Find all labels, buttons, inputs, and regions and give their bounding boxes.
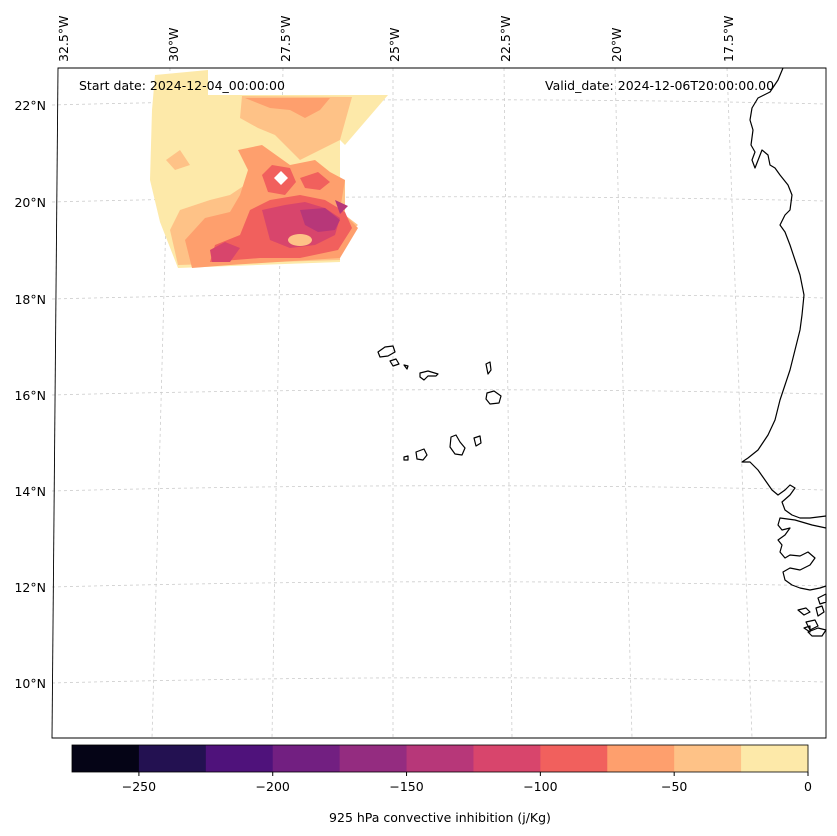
- cin-contour-field: [150, 70, 388, 268]
- meridian-27-5w: [271, 67, 284, 739]
- colorbar-tick-label: −100: [523, 779, 557, 794]
- sal-island: [485, 361, 492, 375]
- colorbar-swatch: [741, 745, 809, 772]
- lon-label: 17.5°W: [721, 16, 736, 62]
- colorbar-frame: [71, 744, 809, 773]
- colorbar-tick-label: −150: [389, 779, 423, 794]
- colorbar-label: 925 hPa convective inhibition (j/Kg): [329, 810, 551, 825]
- colorbar-tick-label: −200: [256, 779, 290, 794]
- meridian-17-5w: [726, 67, 753, 739]
- contour-band-125-to-150: [300, 200, 348, 232]
- santa-luzia-island: [403, 364, 409, 370]
- parallel-16n: [51, 389, 827, 396]
- lat-label: 20°N: [14, 195, 46, 210]
- lat-label: 12°N: [14, 580, 46, 595]
- africa-coastline: [741, 67, 827, 519]
- fogo-island: [415, 448, 428, 461]
- colorbar-swatch: [607, 745, 675, 772]
- lat-label: 14°N: [14, 484, 46, 499]
- parallel-10n: [51, 677, 827, 684]
- santiago-island: [449, 434, 466, 456]
- sao-nicolau-island: [419, 370, 439, 381]
- colorbar-tick-label: −50: [661, 779, 687, 794]
- boa-vista-island: [485, 390, 502, 405]
- brava-island: [403, 455, 409, 461]
- lat-label: 22°N: [14, 98, 46, 113]
- contour-local-max: [288, 234, 312, 246]
- parallel-18n: [51, 293, 827, 300]
- colorbar-swatch: [406, 745, 474, 772]
- lon-label: 20°W: [609, 27, 624, 62]
- colorbar-tick-label: 0: [804, 779, 812, 794]
- meridian-22-5w: [503, 67, 513, 739]
- meridian-30w: [151, 67, 171, 739]
- colorbar-swatch: [339, 745, 408, 772]
- colorbar-swatch: [205, 745, 274, 772]
- colorbar-swatch: [138, 745, 207, 772]
- lat-label: 18°N: [14, 292, 46, 307]
- colorbar-ticks: −250 −200 −150 −100 −50 0: [122, 772, 812, 794]
- longitude-labels: 32.5°W 30°W 27.5°W 25°W 22.5°W 20°W 17.5…: [56, 16, 736, 62]
- valid-date-label: Valid_date: 2024-12-06T20:00:00.00: [545, 78, 774, 93]
- meridian-20w: [614, 67, 633, 739]
- lat-label: 16°N: [14, 388, 46, 403]
- colorbar: [72, 745, 809, 772]
- latitude-labels: 22°N 20°N 18°N 16°N 14°N 12°N 10°N: [14, 98, 46, 691]
- lon-label: 32.5°W: [56, 16, 71, 62]
- sao-vicente-island: [389, 358, 400, 367]
- colorbar-swatch: [674, 745, 742, 772]
- coastlines: [377, 67, 827, 637]
- lon-label: 30°W: [166, 27, 181, 62]
- colorbar-tick-label: −250: [122, 779, 156, 794]
- lon-label: 22.5°W: [498, 16, 513, 62]
- maio-island: [473, 435, 482, 447]
- santo-antao-island: [377, 345, 396, 358]
- lon-label: 27.5°W: [278, 16, 293, 62]
- bissagos-islands: [797, 593, 827, 637]
- africa-coastline-south: [777, 517, 827, 591]
- lat-label: 10°N: [14, 676, 46, 691]
- colorbar-swatch: [473, 745, 541, 772]
- map-frame: [51, 67, 827, 739]
- colorbar-swatch: [272, 745, 341, 772]
- colorbar-swatch: [72, 745, 140, 772]
- contour-hole: [274, 171, 288, 185]
- lon-label: 25°W: [387, 27, 402, 62]
- parallel-14n: [51, 485, 827, 492]
- start-date-label: Start date: 2024-12-04_00:00:00: [79, 78, 285, 93]
- parallel-12n: [51, 581, 827, 588]
- colorbar-swatch: [540, 745, 608, 772]
